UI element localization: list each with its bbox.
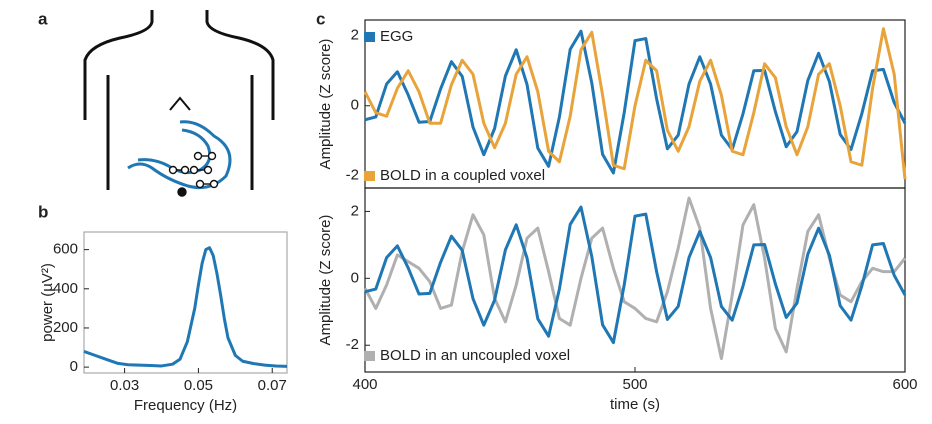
sternum — [169, 96, 191, 111]
x-axis-label: Frequency (Hz) — [134, 397, 237, 414]
x-tick-label: 0.05 — [184, 377, 213, 394]
legend-swatch — [364, 351, 375, 361]
y-axis-label: Amplitude (Z score) — [317, 215, 334, 346]
plot-frame — [83, 231, 288, 374]
data-line — [364, 205, 907, 345]
legend-label: EGG — [380, 28, 413, 45]
legend-label: BOLD in a coupled voxel — [380, 167, 545, 184]
left-shoulder — [83, 10, 154, 120]
y-tick-label: 0 — [351, 97, 359, 114]
x-tick-label: 0.03 — [110, 377, 139, 394]
y-tick-label: 400 — [53, 280, 78, 297]
y-tick-label: 2 — [351, 202, 359, 219]
legend-swatch — [364, 32, 375, 42]
x-axis-label: time (s) — [610, 396, 660, 413]
x-tick-label: 400 — [352, 376, 377, 393]
electrodes — [168, 151, 219, 197]
y-tick-label: 200 — [53, 319, 78, 336]
y-tick-label: -2 — [346, 167, 359, 184]
x-tick-label: 600 — [892, 376, 917, 393]
x-tick-label: 500 — [622, 376, 647, 393]
x-tick-label: 0.07 — [258, 377, 287, 394]
data-line — [364, 29, 907, 175]
y-tick-label: 600 — [53, 241, 78, 258]
panel-label: a — [38, 9, 48, 28]
data-line — [363, 27, 907, 180]
y-tick-label: 0 — [351, 269, 359, 286]
y-tick-label: -2 — [346, 336, 359, 353]
torso-diagram — [83, 10, 275, 190]
y-tick-label: 2 — [351, 27, 359, 44]
data-line — [83, 246, 288, 368]
legend-swatch — [364, 171, 375, 181]
data-line — [363, 196, 907, 361]
y-axis-label: Amplitude (Z score) — [317, 39, 334, 170]
panel-label: c — [316, 9, 325, 28]
right-shoulder — [205, 10, 275, 120]
legend-label: BOLD in an uncoupled voxel — [380, 347, 570, 364]
panel-label: b — [38, 202, 48, 221]
y-axis-label: power (µV²) — [39, 263, 56, 342]
y-tick-label: 0 — [70, 358, 78, 375]
stomach-outer — [127, 120, 232, 190]
